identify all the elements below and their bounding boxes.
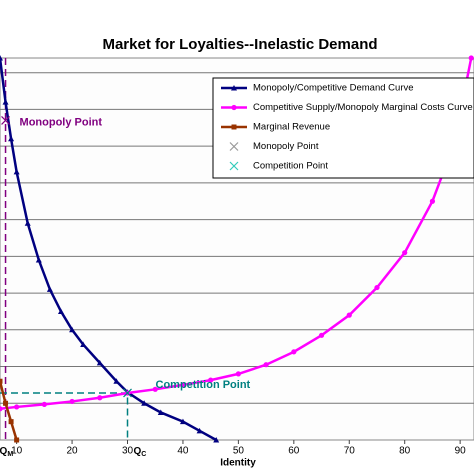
marker	[3, 400, 9, 406]
marker	[46, 286, 53, 292]
marker	[318, 332, 325, 338]
marker	[24, 220, 31, 226]
legend-label: Marginal Revenue	[253, 122, 330, 133]
legend-label: Competitive Supply/Monopoly Marginal Cos…	[253, 102, 473, 113]
marker	[152, 386, 158, 392]
marker	[2, 99, 9, 105]
marker	[213, 437, 220, 443]
marker	[57, 308, 64, 314]
marker	[0, 55, 3, 61]
marker	[346, 312, 352, 318]
annotation: Competition Point	[156, 379, 251, 391]
marker	[13, 168, 20, 175]
marker	[96, 359, 103, 366]
marker	[8, 419, 14, 425]
legend-marker	[231, 124, 237, 130]
marker	[14, 404, 20, 410]
marker	[263, 362, 269, 368]
q-subscript: C	[141, 451, 146, 458]
marker	[402, 250, 408, 256]
marker	[97, 395, 103, 401]
marker	[196, 427, 203, 434]
x-tick-label: 30	[122, 446, 134, 457]
marker	[374, 284, 380, 291]
marker	[235, 371, 241, 377]
legend-label: Monopoly Point	[253, 141, 319, 152]
legend-label: Competition Point	[253, 161, 328, 172]
q-text: Q	[134, 446, 142, 457]
annotation: Monopoly Point	[20, 116, 103, 128]
marker	[14, 437, 20, 443]
legend-marker	[229, 161, 239, 171]
legend-label: Monopoly/Competitive Demand Curve	[253, 83, 414, 94]
marker	[291, 349, 297, 355]
x-tick-label: 50	[233, 446, 245, 457]
q-label: QM	[0, 446, 13, 458]
marker	[180, 382, 186, 388]
marker	[123, 388, 132, 398]
series-line	[0, 57, 217, 442]
legend-box	[212, 77, 474, 179]
x-tick-label: 20	[67, 446, 79, 457]
marker	[35, 257, 42, 263]
x-tick-label: 90	[455, 446, 467, 457]
marker	[8, 135, 15, 142]
marker	[157, 409, 164, 415]
legend-marker	[231, 85, 237, 91]
marker	[69, 398, 75, 405]
marker	[0, 378, 3, 384]
x-tick-label: 10	[11, 446, 23, 457]
q-text: Q	[0, 446, 8, 457]
marker	[429, 198, 436, 204]
marker	[1, 116, 10, 125]
marker	[113, 378, 120, 384]
marker	[80, 341, 87, 347]
marker	[41, 401, 47, 407]
q-subscript: M	[7, 451, 13, 458]
x-tick-label: 60	[288, 446, 300, 457]
x-axis-label: Identity	[220, 458, 256, 469]
x-tick-label: 40	[177, 446, 189, 457]
marker	[69, 326, 76, 333]
marker	[0, 406, 3, 412]
marker	[468, 55, 474, 61]
x-tick-label: 80	[399, 446, 411, 457]
legend-marker	[231, 104, 237, 111]
chart-title: Market for Loyalties--Inelastic Demand	[102, 36, 377, 53]
series-line	[0, 57, 473, 411]
marker	[179, 418, 186, 425]
series-line	[0, 380, 18, 441]
marker	[208, 377, 214, 383]
marker	[141, 400, 148, 406]
legend-marker	[229, 142, 239, 151]
q-label: QC	[134, 446, 147, 458]
x-tick-label: 70	[344, 446, 356, 457]
